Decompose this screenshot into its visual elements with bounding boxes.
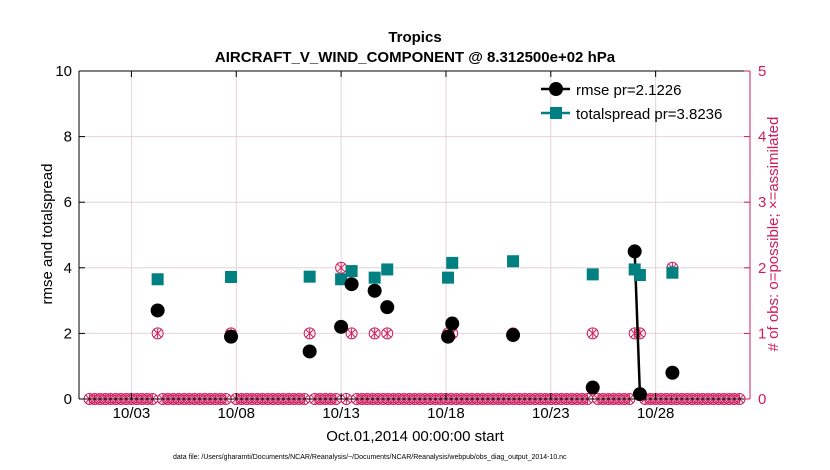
totalspread-point — [442, 271, 455, 284]
legend-totalspread-label: totalspread pr=3.8236 — [576, 106, 722, 123]
x-axis-label: Oct.01,2014 00:00:00 start — [326, 428, 504, 445]
x-tick-label: 10/08 — [217, 405, 255, 422]
y-tick-label: 4 — [64, 260, 72, 277]
totalspread-point — [368, 271, 381, 284]
totalspread-point — [666, 266, 679, 279]
totalspread-point — [151, 273, 164, 286]
y-tick-label: 6 — [64, 194, 72, 211]
obs-assimilated-point — [153, 328, 162, 339]
y2-tick-label: 0 — [758, 391, 766, 408]
obs-possible-point — [633, 327, 646, 340]
rmse-point — [334, 319, 349, 334]
rmse-point — [585, 380, 600, 395]
x-tick-label: 10/23 — [532, 405, 570, 422]
totalspread-point — [335, 273, 348, 286]
grid — [79, 71, 750, 399]
rmse-point — [224, 329, 239, 344]
totalspread-point — [507, 255, 520, 268]
rmse-point — [441, 329, 456, 344]
legend-rmse-marker — [549, 82, 563, 96]
chart-subtitle: AIRCRAFT_V_WIND_COMPONENT @ 8.312500e+02… — [215, 49, 616, 66]
totalspread-point — [225, 270, 238, 283]
totalspread-point — [345, 265, 358, 278]
x-tick-label: 10/18 — [427, 405, 465, 422]
obs-possible-point — [381, 327, 394, 340]
y-axis-label: rmse and totalspread — [39, 164, 56, 305]
totalspread-point — [586, 268, 599, 281]
obs-possible-point — [151, 327, 164, 340]
x-tick-label: 10/03 — [113, 405, 151, 422]
y-tick-label: 10 — [55, 63, 72, 80]
rmse-point — [445, 316, 460, 331]
rmse-point — [506, 328, 521, 343]
y2-axis-label: # of obs: o=possible; ×=assimilated — [765, 117, 782, 352]
obs-assimilated-point — [370, 328, 380, 339]
plot-area — [83, 244, 746, 405]
rmse-point — [150, 303, 165, 318]
obs-possible-point — [368, 327, 381, 340]
y-tick-label: 2 — [64, 325, 72, 342]
obs-assimilated-point — [588, 328, 598, 339]
rmse-point — [632, 387, 647, 402]
obs-assimilated-point — [336, 263, 346, 273]
obs-possible-point — [586, 327, 599, 340]
rmse-point — [344, 277, 359, 292]
legend: rmse pr=2.1226 totalspread pr=3.8236 — [541, 82, 722, 123]
obs-possible-point — [303, 327, 316, 340]
obs-assimilated-point — [347, 328, 356, 339]
y2-tick-label: 3 — [758, 194, 766, 211]
x-tick-label: 10/28 — [637, 405, 675, 422]
totalspread-point — [633, 269, 646, 282]
data-file-footnote: data file: /Users/gharamti/Documents/NCA… — [173, 454, 567, 461]
rmse-point — [380, 300, 395, 315]
rmse-point — [627, 244, 642, 259]
chart-title: Tropics — [388, 29, 441, 46]
totalspread-point — [303, 270, 316, 283]
y2-tick-label: 1 — [758, 325, 766, 342]
rmse-point — [302, 344, 317, 359]
y-tick-label: 0 — [64, 391, 72, 408]
y2-tick-label: 5 — [758, 63, 766, 80]
legend-totalspread-marker — [550, 107, 562, 119]
obs-possible-point — [345, 327, 358, 340]
legend-rmse-label: rmse pr=2.1226 — [576, 82, 681, 99]
y2-tick-label: 2 — [758, 260, 766, 277]
totalspread-point — [446, 256, 459, 269]
rmse-point — [665, 365, 680, 380]
x-tick-label: 10/13 — [322, 405, 360, 422]
totalspread-point — [381, 263, 394, 276]
y2-tick-label: 4 — [758, 129, 766, 146]
obs-assimilated-point — [382, 328, 392, 339]
rmse-point — [367, 283, 382, 298]
obs-assimilated-point — [305, 328, 315, 339]
y-tick-label: 8 — [64, 129, 72, 146]
axes: 10/03 10/08 10/13 10/18 10/23 10/28 0 2 4 6 8 10 0 1 2… — [55, 63, 766, 422]
